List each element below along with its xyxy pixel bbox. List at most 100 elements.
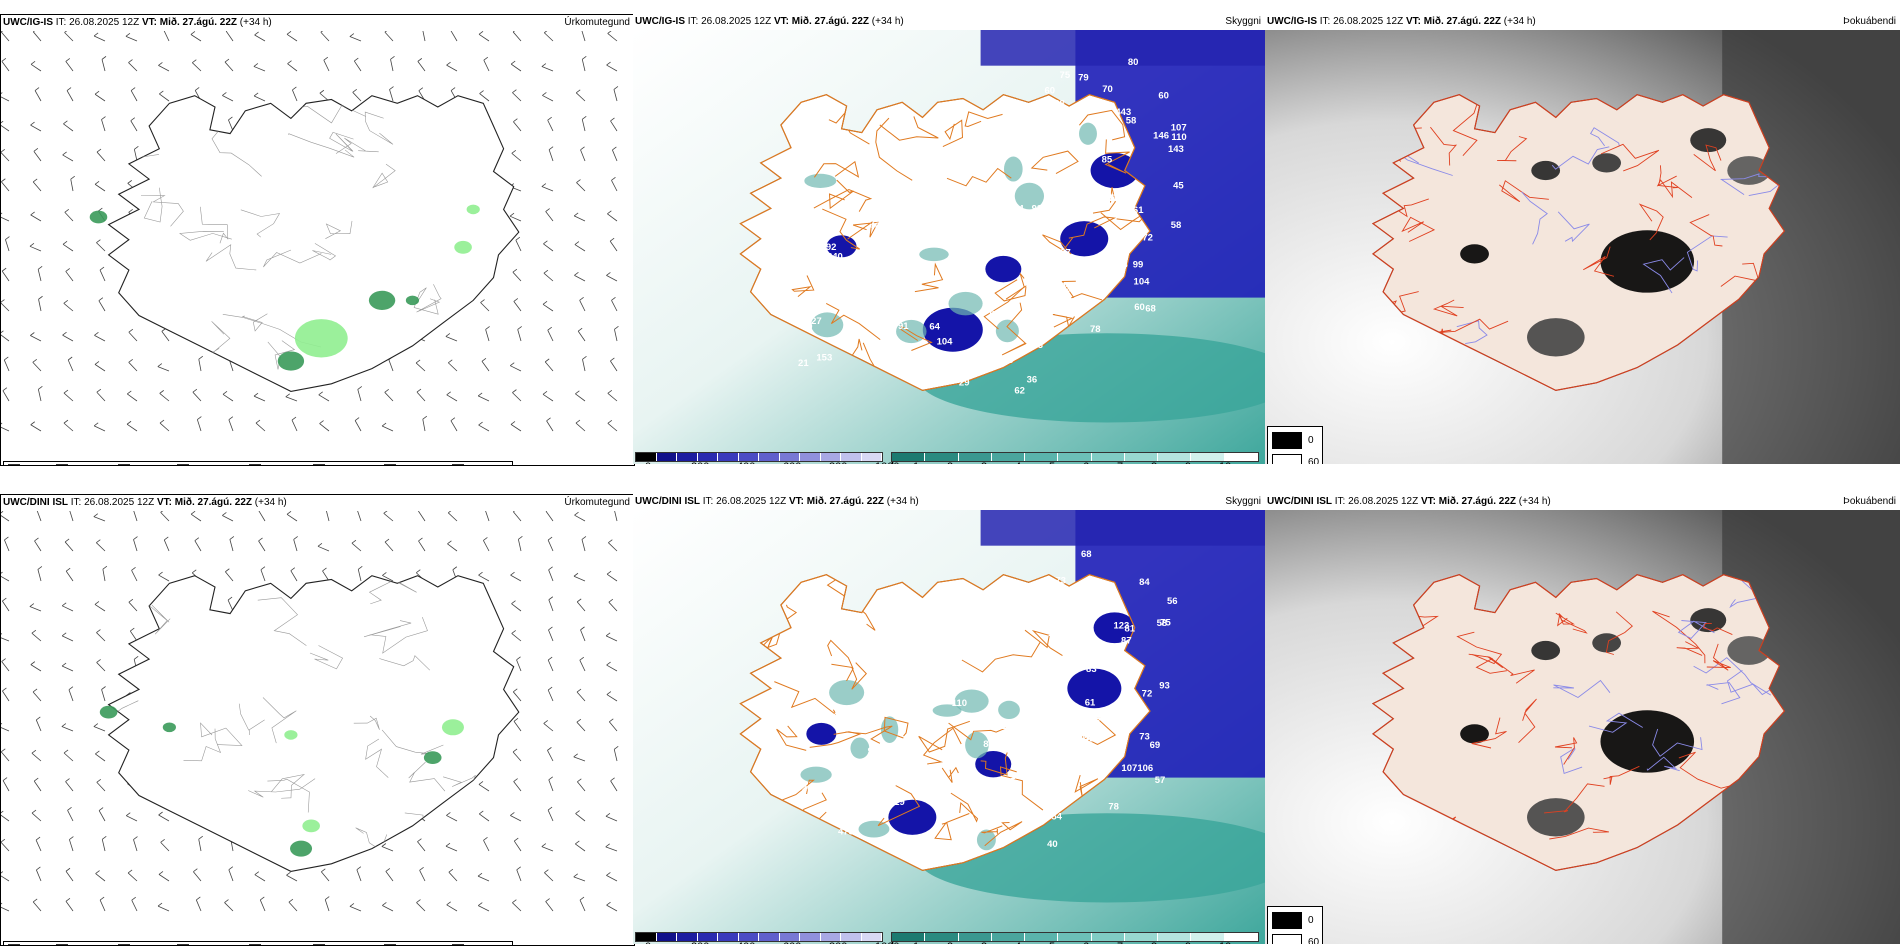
wind-barb [32, 178, 42, 192]
wind-barb [128, 328, 138, 342]
precip-area [294, 319, 348, 358]
cloud-base-value: 50 [885, 346, 896, 357]
cloud-base-value: 79 [1054, 195, 1065, 206]
cloud-base-value: 54 [931, 692, 942, 703]
wind-barb [417, 838, 426, 852]
wind-barb [606, 901, 618, 912]
cloud-base-value: 99 [1133, 259, 1144, 270]
wind-barb [34, 537, 42, 552]
iceland-coastline [739, 574, 1151, 872]
cloud-base-value: 44 [1034, 304, 1045, 315]
wind-barb [131, 896, 138, 912]
wind-barb [158, 571, 170, 582]
precip-area [277, 351, 305, 371]
cloud-base-value: 52 [1064, 777, 1075, 788]
cloud-base-value: 56 [1167, 596, 1178, 607]
wind-barb [544, 358, 554, 372]
wind-barb [581, 536, 587, 552]
wind-barb [62, 151, 74, 162]
wind-barb [95, 870, 106, 882]
wind-barb [545, 208, 554, 222]
cloud-base-value: 97 [1101, 192, 1112, 203]
legend-item: 0 [1272, 432, 1314, 449]
wind-barb [98, 807, 106, 822]
cloud-base-value: 88 [1062, 305, 1073, 316]
wind-barb [1, 212, 10, 222]
legend-label: 0 [1308, 435, 1314, 446]
cloud-base-value: 79 [1078, 72, 1089, 83]
wind-barb [64, 538, 74, 552]
wind-barb [36, 866, 42, 882]
wind-barb [285, 393, 298, 402]
wind-barb [548, 596, 554, 612]
wind-barb [351, 539, 362, 552]
wind-barb [547, 116, 554, 132]
wind-barb [1, 722, 10, 732]
wind-barb [509, 212, 522, 222]
variable-title: Skyggni [1225, 16, 1261, 27]
wind-barb [606, 570, 618, 582]
wind-barb [575, 89, 586, 102]
wind-barb [63, 299, 74, 312]
wind-barb [63, 389, 74, 402]
colorbar-tick: 2 [947, 941, 953, 944]
wind-barb [575, 390, 586, 402]
wind-barb [133, 536, 138, 552]
wind-barb [512, 31, 522, 42]
fog-area [1460, 724, 1489, 744]
wind-barb [62, 240, 74, 252]
wind-barb [510, 362, 522, 372]
wind-barb [573, 873, 586, 882]
wind-barb [607, 389, 618, 402]
cloud-base-value: 107 [1171, 122, 1187, 133]
wind-barb [326, 511, 330, 522]
wind-barb [228, 866, 234, 882]
cloud-base-value: 92 [1035, 765, 1046, 776]
wind-barb [485, 511, 490, 522]
wind-barb [95, 750, 106, 762]
wind-barb [96, 659, 106, 672]
wind-barb [34, 87, 42, 102]
wind-barb [98, 297, 106, 312]
wind-barb [163, 536, 170, 552]
wind-barb [1, 148, 10, 162]
cloud-base-value: 98 [1032, 203, 1043, 214]
cloud-base-value: 37 [848, 323, 859, 334]
wind-barb [286, 511, 298, 522]
panel-precip-1: UWC/IG-IS IT: 26.08.2025 12Z VT: Mið. 27… [0, 14, 635, 466]
variable-title: Skyggni [1225, 496, 1261, 507]
wind-barb [483, 537, 490, 552]
panel-cover-2: UWC/DINI ISL IT: 26.08.2025 12Z VT: Mið.… [1265, 494, 1900, 944]
wind-barb [1, 748, 10, 762]
wind-barb [450, 31, 458, 42]
wind-barb [543, 240, 554, 252]
cloud-base-value: 21 [798, 358, 809, 369]
cloud-base-value: 61 [1133, 205, 1144, 216]
wind-barb [160, 511, 170, 522]
wind-barb [353, 57, 362, 72]
wind-barb [512, 89, 522, 102]
wind-barb [548, 146, 554, 162]
cloud-base-value: 45 [1173, 181, 1184, 192]
wind-barb [608, 598, 618, 612]
wind-barb [65, 778, 74, 792]
legend-label: 0 [1308, 915, 1314, 926]
wind-barb [193, 868, 202, 882]
wind-barb [1, 330, 10, 342]
wind-barb [610, 117, 618, 132]
legend-item: Haglél [451, 944, 496, 945]
wind-barb [608, 718, 618, 732]
wind-barb [356, 866, 362, 882]
legend-swatch [8, 464, 20, 465]
legend-label: Rigning [72, 465, 106, 466]
wind-barb [478, 902, 490, 912]
colorbar-tick: 800 [829, 941, 847, 944]
wind-barb [579, 656, 586, 672]
legend-swatch [8, 944, 20, 945]
precip-area [290, 840, 313, 857]
wind-barb [448, 868, 458, 882]
cloud-base-value: 107 [1121, 763, 1137, 774]
legend-label: Súld [24, 945, 44, 946]
wind-barb [33, 777, 42, 792]
wind-barb [96, 539, 106, 552]
